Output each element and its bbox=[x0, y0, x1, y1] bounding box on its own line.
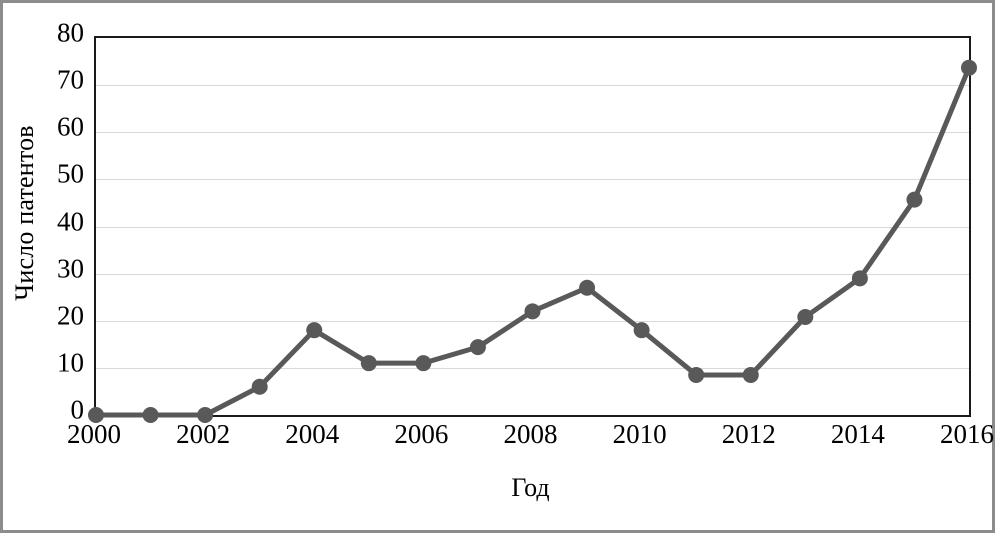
x-tick-label: 2010 bbox=[612, 419, 667, 449]
y-tick-label: 70 bbox=[57, 64, 84, 95]
y-tick-label: 30 bbox=[57, 253, 84, 284]
gridline bbox=[96, 85, 969, 87]
y-axis-title-text: Число патентов bbox=[10, 125, 39, 301]
data-point-marker bbox=[197, 407, 214, 423]
gridline bbox=[96, 367, 969, 369]
x-tick-label: 2002 bbox=[176, 419, 231, 449]
data-point-marker bbox=[742, 366, 759, 383]
x-axis-title: Год bbox=[511, 473, 550, 502]
line-series bbox=[88, 59, 977, 423]
data-point-marker bbox=[906, 191, 923, 208]
gridline bbox=[96, 226, 969, 228]
y-tick-label: 60 bbox=[57, 111, 84, 142]
y-tick-label: 0 bbox=[70, 394, 85, 425]
series-line bbox=[93, 65, 972, 418]
data-point-marker bbox=[688, 366, 705, 383]
data-point-marker bbox=[142, 407, 159, 423]
y-tick-label: 10 bbox=[57, 347, 84, 378]
data-point-marker bbox=[524, 303, 541, 320]
data-point-marker bbox=[797, 308, 814, 325]
data-point-marker bbox=[633, 322, 650, 339]
y-tick-label: 80 bbox=[57, 17, 84, 48]
y-tick-label: 40 bbox=[57, 206, 84, 236]
x-tick-label: 2008 bbox=[503, 419, 558, 449]
gridline bbox=[96, 132, 969, 134]
x-tick-label: 2014 bbox=[830, 419, 885, 449]
gridline bbox=[96, 320, 969, 322]
x-tick-label: 2000 bbox=[67, 419, 121, 449]
data-point-marker bbox=[961, 59, 977, 76]
y-tick-label: 50 bbox=[57, 158, 84, 189]
y-tick-label: 20 bbox=[57, 300, 84, 331]
data-point-marker bbox=[579, 279, 596, 296]
y-axis-tick-labels: 0 10 20 30 40 50 60 70 80 bbox=[43, 18, 90, 425]
x-tick-label: 2012 bbox=[721, 419, 776, 449]
data-point-marker bbox=[306, 322, 323, 339]
x-tick-label: 2006 bbox=[394, 419, 449, 449]
data-point-marker bbox=[251, 378, 268, 395]
y-axis-title: Число патентов bbox=[5, 3, 45, 423]
plot-area bbox=[88, 36, 977, 423]
data-point-marker bbox=[851, 270, 868, 287]
gridline bbox=[96, 273, 969, 275]
x-tick-label: 2016 bbox=[940, 419, 994, 449]
data-point-marker bbox=[88, 407, 104, 423]
x-tick-label: 2004 bbox=[285, 419, 340, 449]
data-point-marker bbox=[360, 355, 377, 372]
gridline bbox=[96, 179, 969, 181]
x-axis-tick-labels: 2000 2002 2004 2006 2008 2010 2012 2014 2016 bbox=[67, 419, 994, 459]
data-point-marker bbox=[469, 339, 486, 356]
data-point-marker bbox=[415, 355, 432, 372]
